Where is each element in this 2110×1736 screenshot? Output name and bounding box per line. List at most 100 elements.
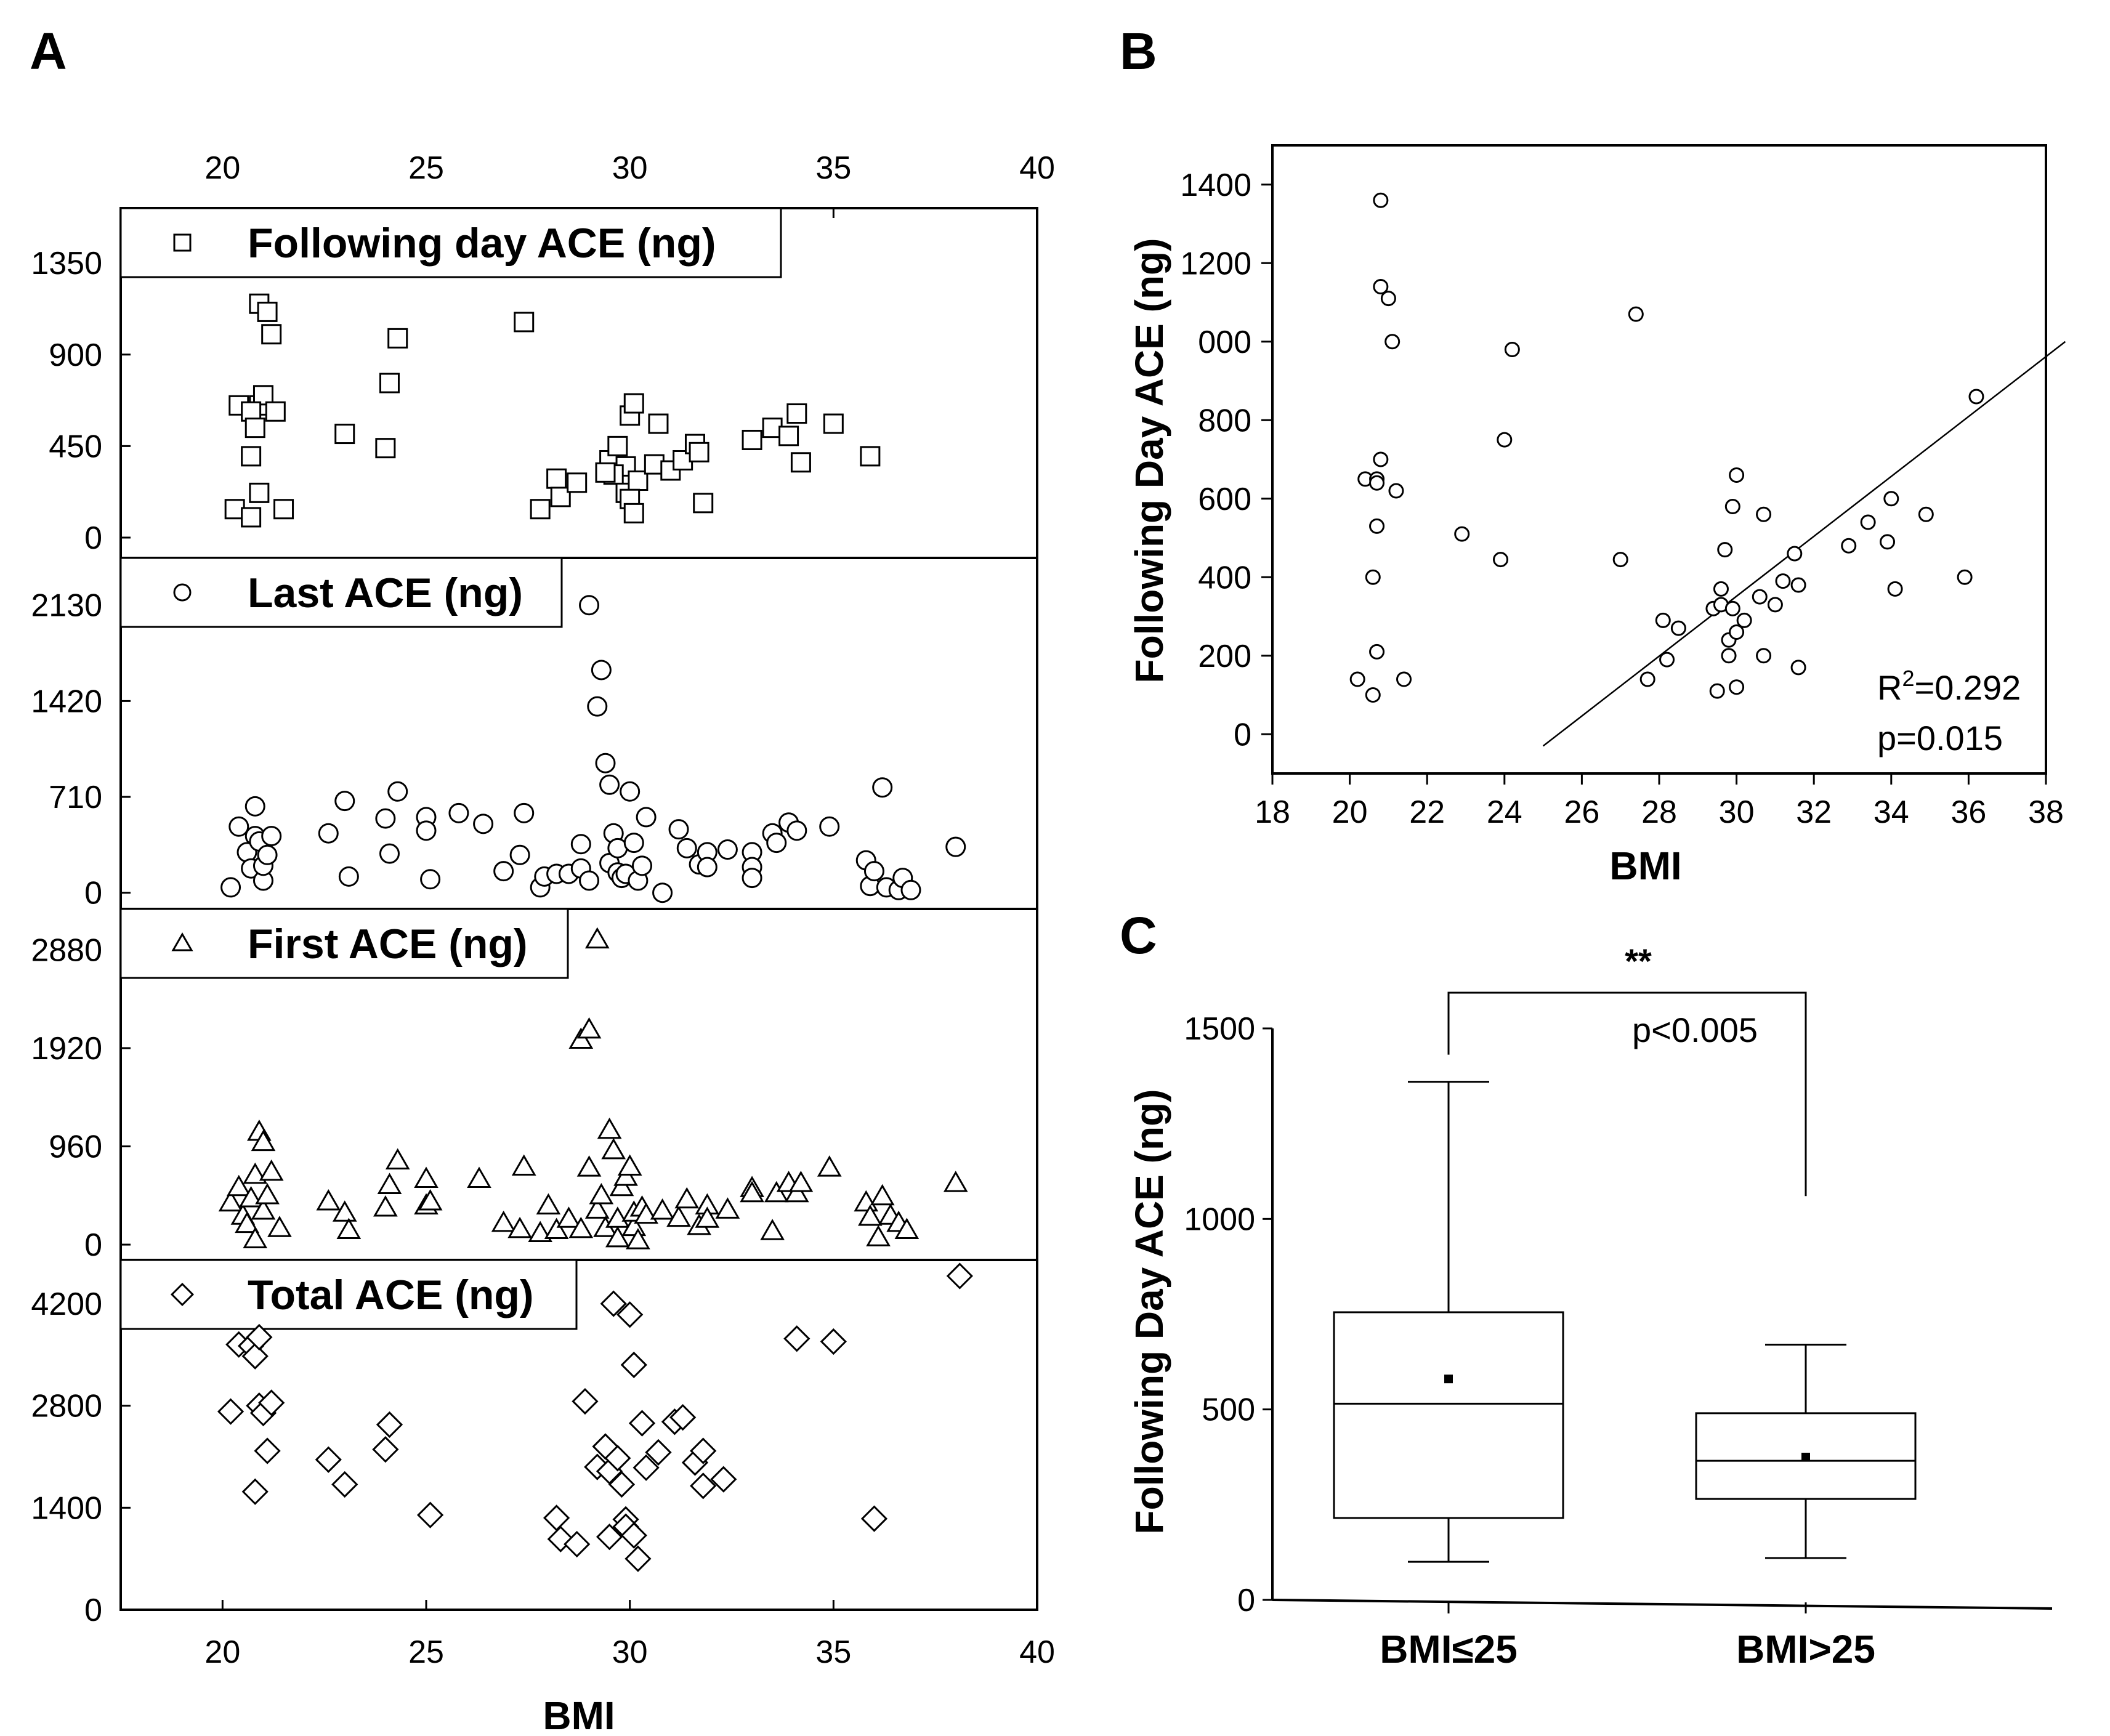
y-tick-label: 1500	[1184, 1011, 1255, 1047]
panel-b-scatter: 18 20 22 24 26 28 30 32 34 36 38 0 200 400 600 800 000 12…	[1127, 144, 2066, 888]
y-tick-label: 200	[1198, 639, 1251, 674]
bottom-x-tick-label: 30	[612, 1634, 648, 1670]
data-point	[1880, 534, 1896, 550]
diamond-point	[628, 1410, 656, 1437]
top-x-tick-label: 20	[204, 150, 240, 186]
y-tick-label: 1920	[31, 1031, 102, 1067]
data-point	[1787, 546, 1803, 562]
triangle-point	[373, 1195, 398, 1217]
circle-point	[261, 826, 282, 847]
triangle-point	[507, 1216, 532, 1238]
square-point	[778, 426, 799, 446]
data-point	[1454, 526, 1470, 542]
triangle-point	[511, 1154, 536, 1176]
diamond-point	[315, 1446, 342, 1473]
x-tick-label: 28	[1641, 794, 1677, 830]
square-point	[689, 442, 709, 462]
data-point	[1504, 342, 1520, 357]
square-point	[623, 393, 644, 414]
square-point	[546, 468, 567, 489]
triangle-point	[267, 1216, 292, 1237]
panel-letter-c: C	[1120, 906, 1157, 964]
triangle-point	[584, 1197, 610, 1219]
diamond-point	[331, 1471, 358, 1498]
diamond-point	[625, 1545, 652, 1572]
triangle-point	[784, 1181, 809, 1203]
x-tick-label: 34	[1874, 794, 1909, 830]
panel-a-subplots: 0 450 900 1350 Following day ACE (ng) 0 710 142…	[31, 207, 1038, 1628]
x-tick-label: 24	[1487, 794, 1522, 830]
circle-point	[257, 844, 278, 865]
data-point	[1369, 475, 1385, 491]
circle-point	[570, 834, 591, 855]
data-point	[1729, 679, 1745, 695]
square-point	[530, 499, 551, 520]
triangle-point	[544, 1217, 569, 1240]
circle-point	[420, 869, 441, 890]
circle-point	[375, 808, 396, 829]
square-point	[334, 424, 355, 445]
diamond-point	[608, 1471, 636, 1498]
diamond-point	[860, 1505, 888, 1532]
triangle-point	[414, 1166, 439, 1188]
triangle-point	[605, 1225, 630, 1248]
diamond-point	[616, 1301, 644, 1328]
triangle-point	[740, 1181, 764, 1203]
y-tick-label: 1400	[31, 1490, 102, 1526]
diamond-point	[416, 1501, 444, 1528]
panel-letter-a: A	[30, 22, 67, 80]
circle-point	[387, 781, 408, 802]
circle-point	[872, 777, 893, 798]
triangle-point	[332, 1200, 357, 1222]
triangle-point	[316, 1189, 341, 1211]
square-point	[648, 413, 669, 434]
diamond-point	[372, 1436, 399, 1463]
diamond-point	[596, 1524, 623, 1551]
triangle-point	[870, 1184, 895, 1206]
diamond-point	[258, 1389, 285, 1416]
circle-point	[579, 870, 600, 891]
triangle-point	[528, 1221, 553, 1243]
y-tick-label: 900	[49, 337, 102, 373]
legend-box	[119, 1259, 578, 1330]
square-point	[273, 499, 294, 520]
circle-point	[509, 844, 530, 865]
legend-label: Following day ACE (ng)	[248, 220, 716, 267]
bottom-x-tick-label: 25	[408, 1634, 444, 1670]
x-category-label: BMI≤25	[1380, 1627, 1518, 1671]
data-point	[1388, 483, 1404, 499]
bracket-line	[1447, 991, 1807, 1197]
y-tick-label: 1420	[31, 684, 102, 719]
triangle-point	[418, 1189, 443, 1211]
legend-label: Last ACE (ng)	[248, 570, 523, 616]
circle-point	[717, 839, 738, 860]
data-point	[1756, 648, 1772, 664]
circle-point	[668, 819, 689, 840]
y-tick-label: 450	[49, 429, 102, 464]
data-point	[1841, 538, 1857, 554]
data-point	[1729, 624, 1745, 640]
data-point	[1752, 589, 1768, 605]
legend-box	[119, 908, 569, 979]
significance-stars: **	[1625, 942, 1652, 980]
data-point	[1736, 612, 1752, 628]
data-point	[1373, 192, 1389, 208]
circle-point	[318, 823, 339, 844]
circle-point	[599, 774, 620, 795]
y-tick-label: 4200	[31, 1286, 102, 1322]
triangle-point	[218, 1190, 243, 1212]
circle-point	[416, 820, 437, 841]
panel-c-x-axis	[1272, 1599, 2053, 1610]
circle-point	[652, 882, 673, 903]
mean-marker	[1444, 1375, 1453, 1384]
circle-point	[863, 861, 884, 882]
panel-a-stacked-scatter: 20 25 30 35 40 20 25 30 35 40 0 450 900 1350 Followi…	[31, 150, 1055, 1736]
data-point	[1369, 644, 1385, 660]
circle-point	[676, 838, 697, 858]
panel-c-boxes	[1333, 1081, 1917, 1563]
diamond-point	[946, 1262, 973, 1290]
diamond-point	[645, 1439, 672, 1466]
data-point	[1724, 600, 1740, 616]
panel-c-y-axis-label: Following Day ACE (ng)	[1127, 1089, 1171, 1535]
circle-point	[697, 857, 717, 878]
